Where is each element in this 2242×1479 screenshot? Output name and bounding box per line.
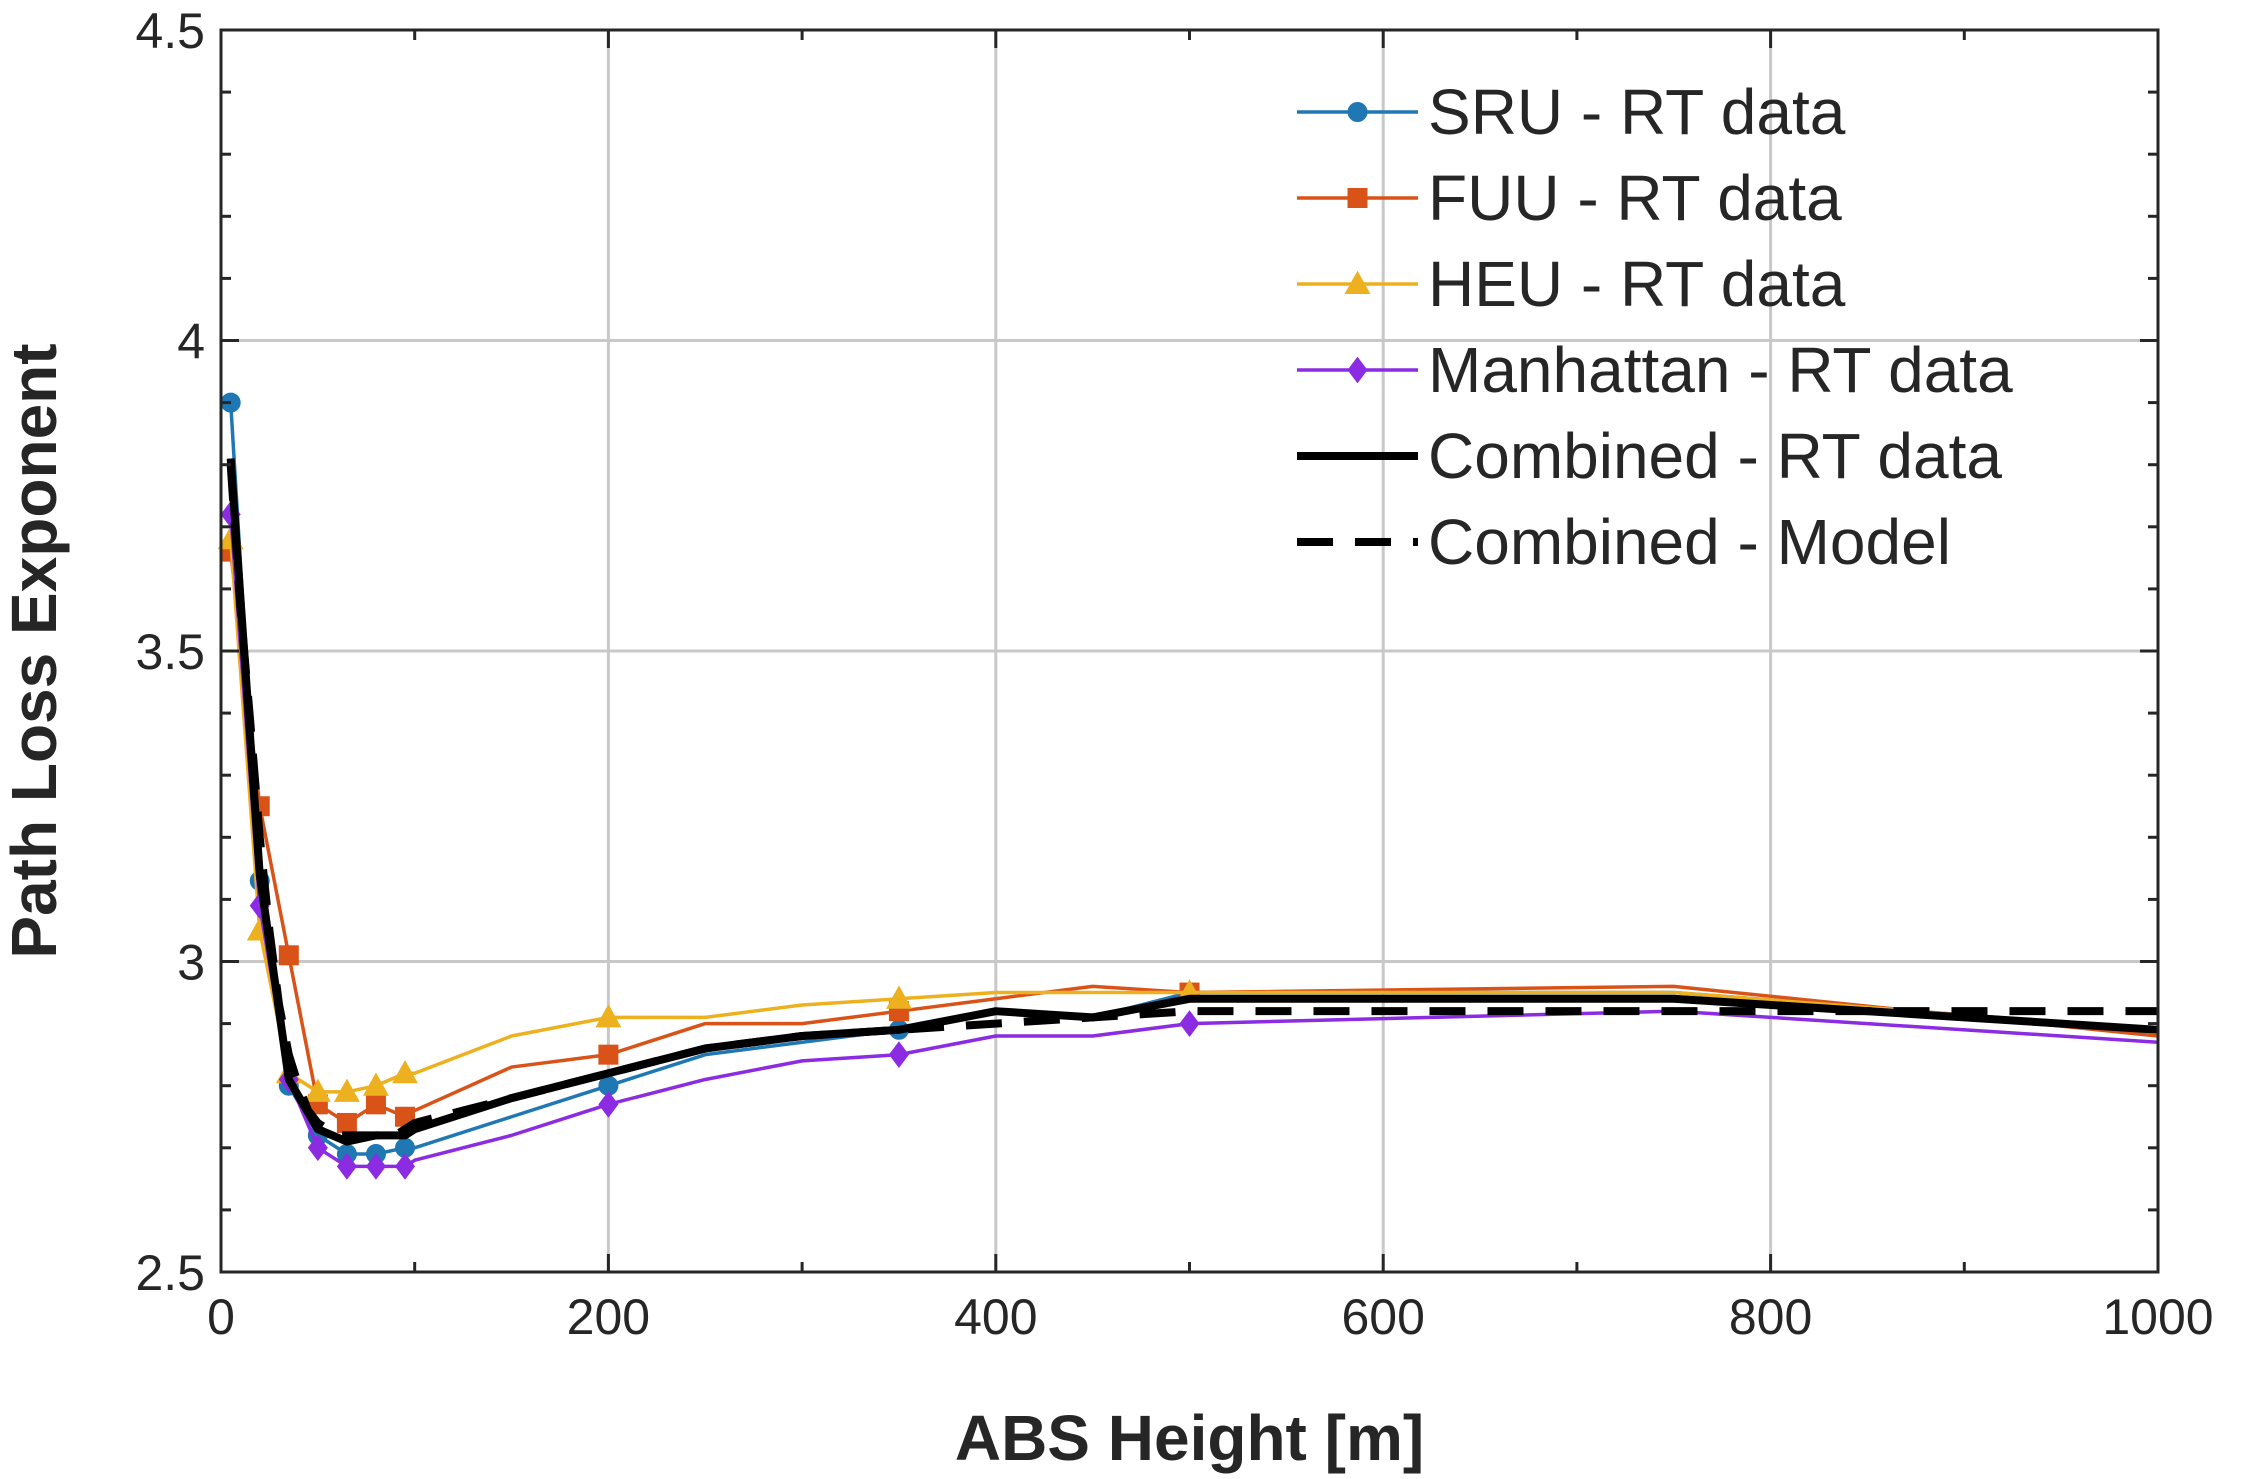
series-line [228,514,2159,1169]
data-point [888,1041,909,1069]
series-line [226,464,2158,1140]
data-point [336,1112,357,1133]
legend: SRU - RT data FUU - RT data HEU - RT data M… [1297,76,2013,578]
data-point [304,1078,331,1102]
x-tick-label: 600 [1341,1289,1424,1345]
x-tick-label: 200 [567,1289,650,1345]
gridlines [221,30,2158,1272]
legend-entry: HEU - RT data [1428,248,1846,320]
legend-marker [1347,102,1368,122]
legend-entry: Manhattan - RT data [1428,334,2013,406]
ticks [219,28,2160,1274]
legend-entry: FUU - RT data [1428,162,1842,234]
data-point [595,1004,622,1028]
data-point [278,945,299,966]
tick-labels: 0 200 400 600 800 1000 2.5 3 3.5 4 4.5 [135,3,2213,1345]
x-tick-label: 800 [1729,1289,1812,1345]
data-point [598,1090,619,1118]
data-point [392,1059,418,1084]
legend-marker [1347,356,1368,384]
series-line [228,551,2159,1125]
series-combined-model [226,464,2158,1140]
y-tick-label: 4.5 [135,3,205,59]
data-point [598,1044,619,1065]
data-point [886,985,912,1009]
data-point [365,1153,386,1180]
legend-entry: SRU - RT data [1428,76,1846,148]
x-tick-label: 0 [207,1289,235,1345]
series-layer [217,392,2159,1180]
x-tick-label: 1000 [2102,1289,2213,1345]
y-tick-label: 3.5 [135,624,205,680]
y-tick-label: 4 [177,314,205,370]
data-point [363,1072,389,1096]
legend-marker [1344,270,1371,294]
x-tick-label: 400 [954,1289,1037,1345]
data-point [1179,1010,1200,1037]
y-axis-label: Path Loss Exponent [0,343,70,958]
legend-marker [1347,188,1368,208]
data-point [307,1134,328,1162]
y-tick-label: 2.5 [135,1245,205,1301]
legend-entry: Combined - Model [1428,506,1951,578]
legend-entry: Combined - RT data [1428,420,2002,492]
y-tick-label: 3 [177,935,205,991]
data-point [365,1094,386,1115]
data-point [336,1153,357,1180]
x-axis-label: ABS Height [m] [955,1402,1424,1474]
data-point [333,1078,360,1102]
data-point [394,1153,416,1180]
